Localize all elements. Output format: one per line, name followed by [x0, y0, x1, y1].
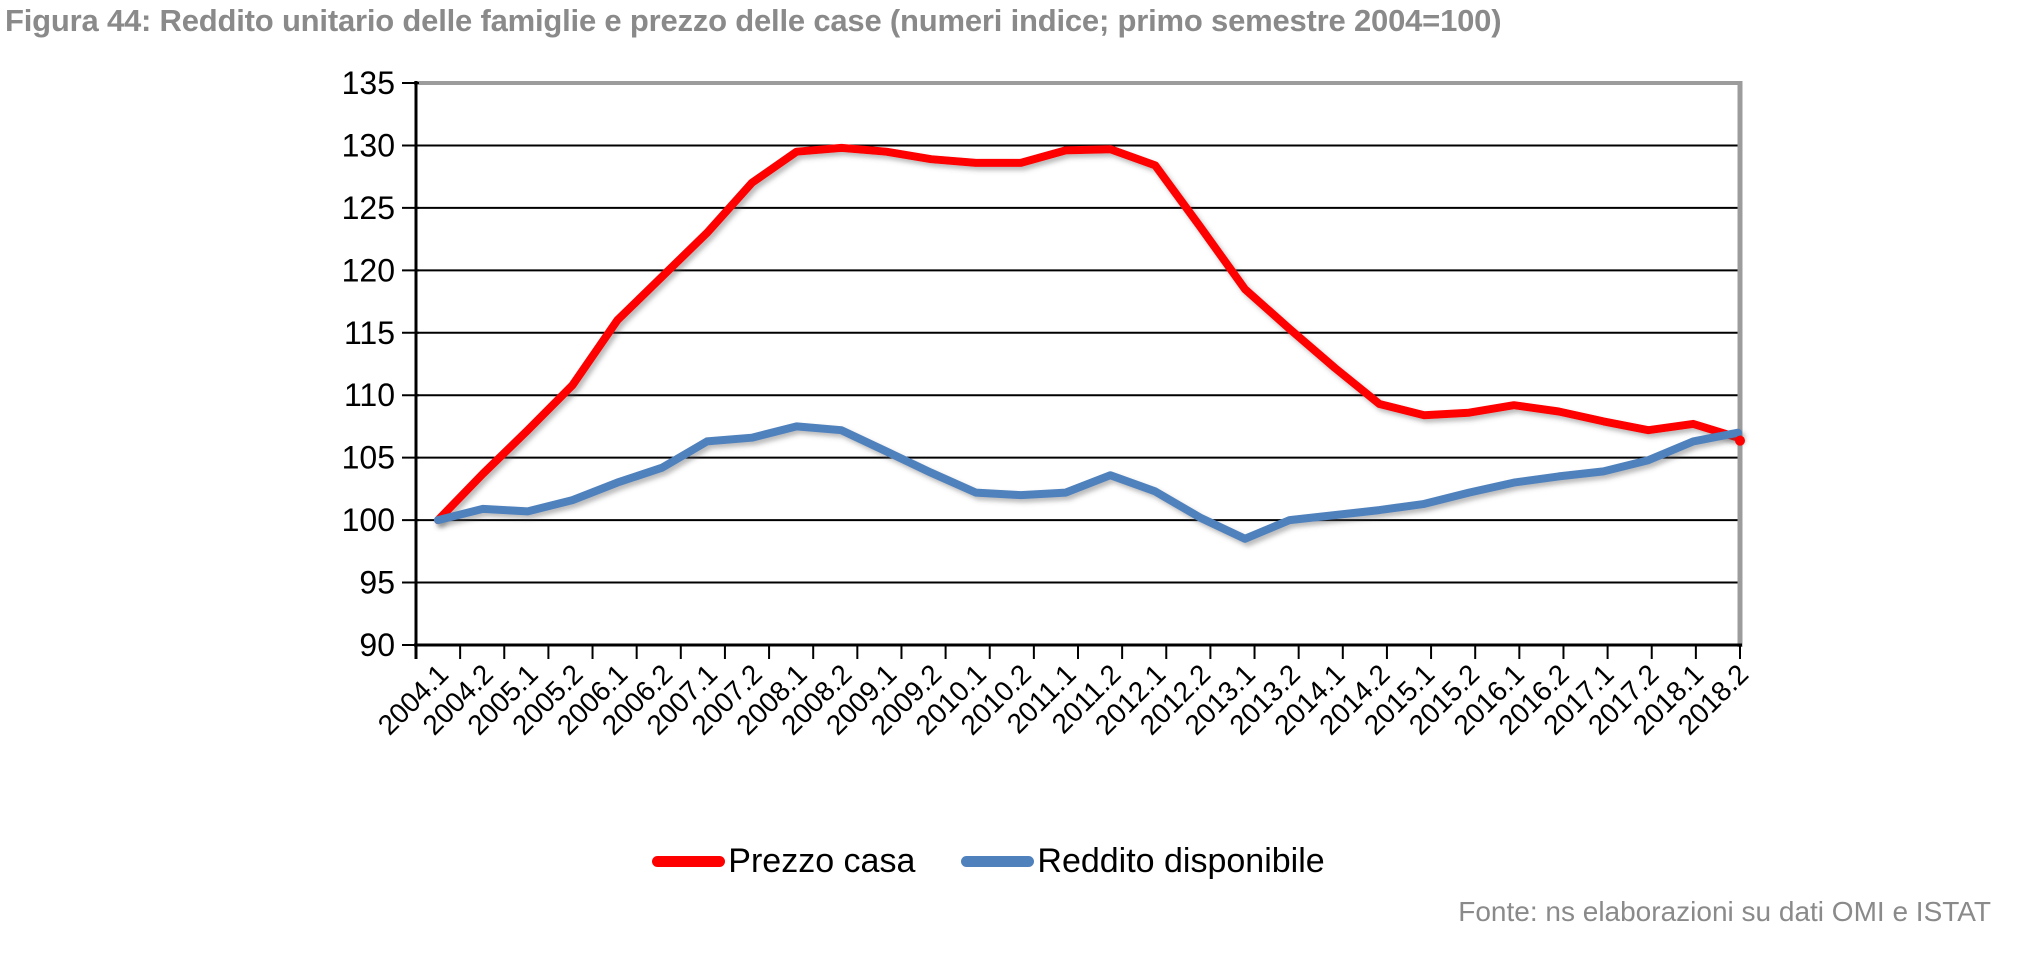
series-line-prezzo-casa [434, 143, 1742, 525]
y-axis-label: 100 [342, 502, 395, 538]
y-axis-label: 90 [359, 627, 395, 663]
legend-swatch-prezzo-casa [652, 856, 726, 867]
legend-item-prezzo-casa: Prezzo casa [652, 842, 915, 881]
y-axis-label: 125 [342, 190, 395, 226]
legend-label-reddito-disponibile: Reddito disponibile [1037, 842, 1325, 880]
figure-title: Figura 44: Reddito unitario delle famigl… [5, 3, 1502, 38]
y-axis-label: 120 [342, 252, 395, 288]
y-axis-label: 130 [342, 127, 395, 163]
legend-swatch-reddito-disponibile [961, 856, 1035, 867]
legend-item-reddito-disponibile: Reddito disponibile [961, 842, 1325, 881]
y-axis-label: 115 [344, 315, 395, 351]
series-end-marker [1735, 435, 1745, 446]
chart-legend: Prezzo casa Reddito disponibile [0, 842, 1999, 881]
source-note: Fonte: ns elaborazioni su dati OMI e IST… [1458, 896, 1991, 927]
y-axis-label: 110 [344, 377, 395, 413]
series-line-reddito-disponibile [434, 422, 1742, 543]
y-axis-label: 105 [342, 440, 395, 476]
legend-label-prezzo-casa: Prezzo casa [728, 842, 916, 880]
y-axis-label: 95 [359, 565, 395, 601]
y-axis-label: 135 [342, 65, 395, 101]
